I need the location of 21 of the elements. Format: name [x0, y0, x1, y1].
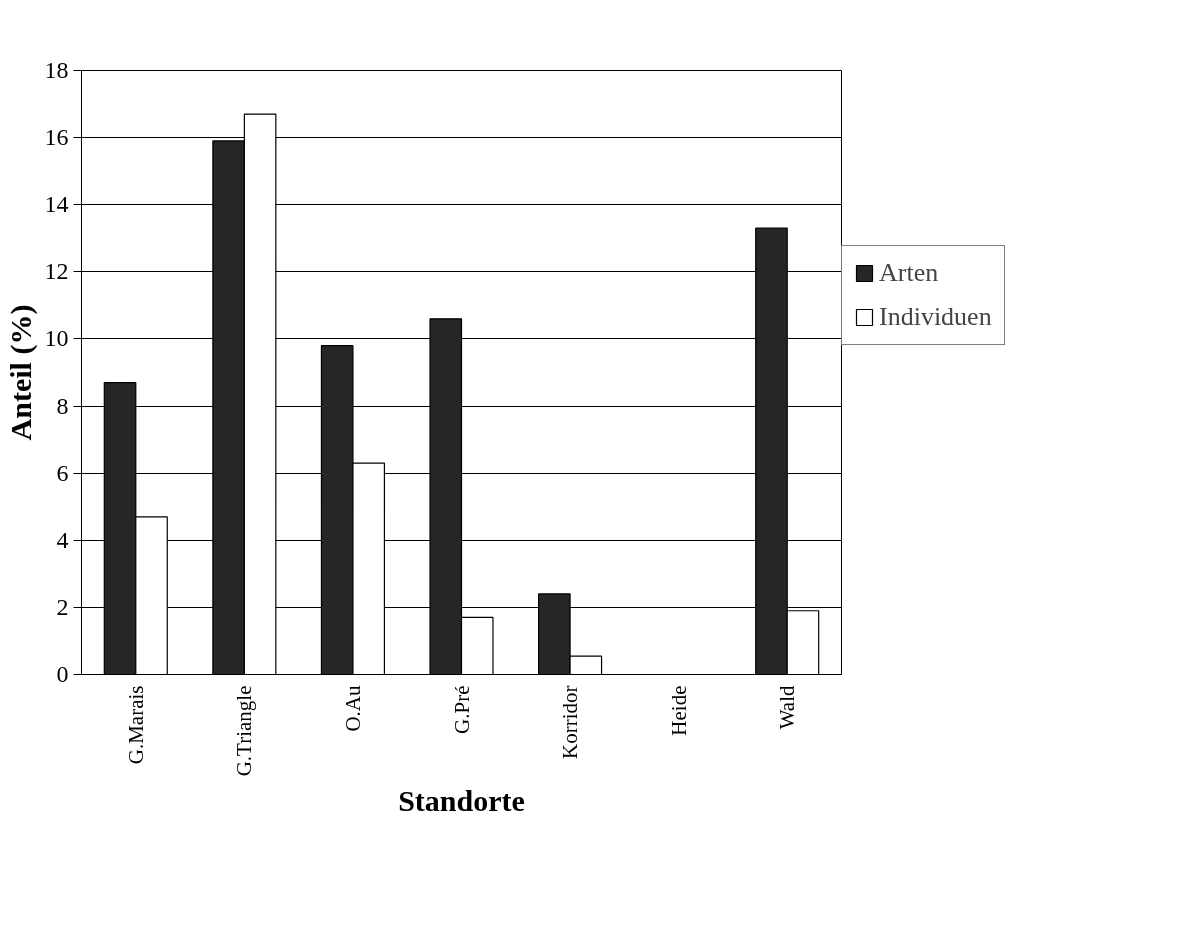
x-tick-label: G.Pré: [449, 685, 474, 734]
x-tick-label: O.Au: [340, 685, 365, 732]
y-tick-label: 16: [44, 124, 69, 151]
x-axis-title: Standorte: [398, 784, 525, 818]
y-tick-label: 10: [44, 325, 69, 352]
x-tick-label: Wald: [775, 685, 800, 730]
y-tick-label: 6: [56, 459, 69, 486]
legend-label: Individuen: [879, 302, 992, 332]
y-tick-label: 8: [56, 392, 69, 419]
y-tick-label: 18: [44, 57, 69, 83]
y-tick-label: 0: [56, 661, 69, 687]
y-tick-label: 4: [56, 526, 69, 553]
x-tick-label: G.Triangle: [232, 685, 257, 777]
x-tick-label: Korridor: [558, 685, 583, 759]
x-tick-label: Heide: [666, 685, 691, 736]
y-tick-label: 14: [44, 191, 69, 218]
x-tick-label: G.Marais: [123, 685, 148, 765]
y-axis-title: Anteil (%): [3, 304, 38, 441]
y-tick-label: 2: [56, 593, 69, 620]
legend-label: Arten: [879, 258, 939, 288]
y-tick-label: 12: [44, 258, 69, 285]
